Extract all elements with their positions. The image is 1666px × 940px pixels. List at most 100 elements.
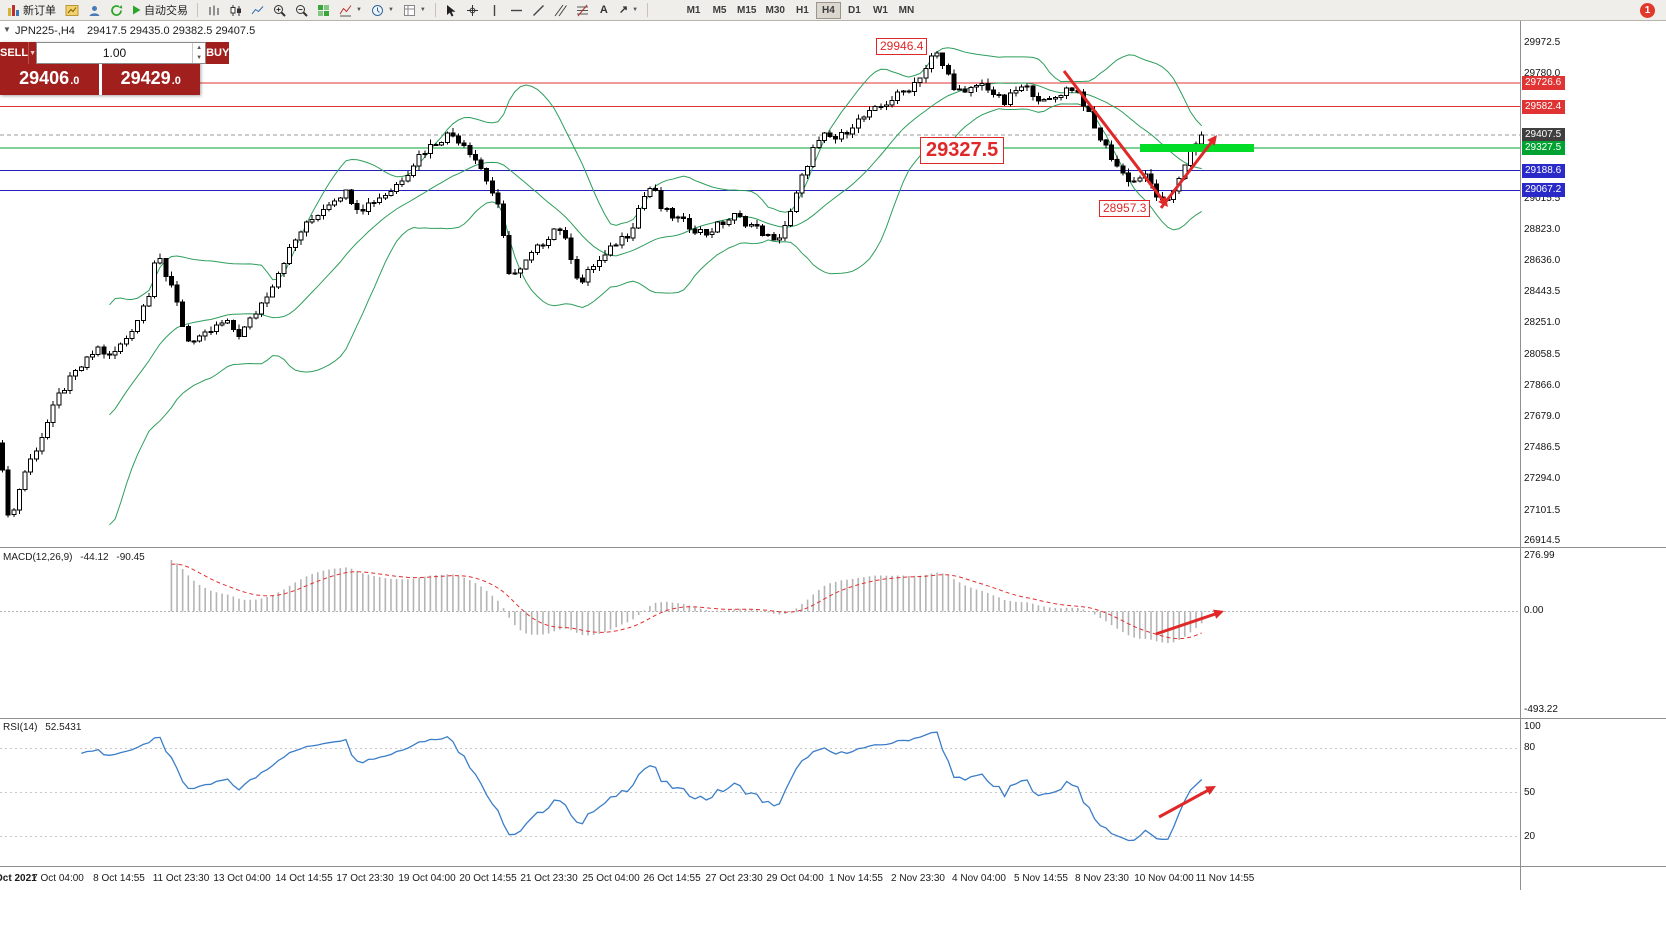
fibonacci-tool-button[interactable] bbox=[572, 1, 593, 19]
price-tag: 29407.5 bbox=[1522, 128, 1566, 142]
buy-price-button[interactable]: 29429 .0 bbox=[101, 64, 200, 95]
new-order-button[interactable]: 新订单 bbox=[3, 1, 60, 19]
timeframe-d1[interactable]: D1 bbox=[842, 2, 867, 19]
price-axis-label: 28636.0 bbox=[1524, 255, 1561, 266]
cursor-icon bbox=[445, 4, 456, 17]
zoom-out-icon bbox=[295, 4, 308, 17]
indicators-button[interactable]: ▼ bbox=[335, 1, 366, 19]
volume-input[interactable] bbox=[37, 43, 193, 63]
autotrading-status-icon bbox=[110, 4, 123, 17]
buy-price-pips: .0 bbox=[171, 75, 181, 87]
one-click-trading-panel: SELL ▼ ▲ ▼ BUY 29406 .0 29429 .0 bbox=[0, 42, 230, 95]
time-axis-label: 21 Oct 23:30 bbox=[520, 873, 578, 884]
caret-down-icon: ▼ bbox=[356, 7, 362, 13]
macd-axis-label: -493.22 bbox=[1524, 704, 1558, 715]
price-axis-label: 26914.5 bbox=[1524, 535, 1561, 546]
crosshair-icon bbox=[466, 4, 479, 17]
horizontal-line-tool-button[interactable] bbox=[506, 1, 527, 19]
price-axis-label: 28251.0 bbox=[1524, 317, 1561, 328]
periods-button[interactable]: ▼ bbox=[367, 1, 398, 19]
price-axis-label: 29972.5 bbox=[1524, 37, 1561, 48]
new-chart-icon bbox=[65, 4, 79, 17]
timeframe-h4[interactable]: H4 bbox=[815, 1, 841, 19]
timefram-m15[interactable]: M15 bbox=[733, 2, 760, 19]
cursor-tool-button[interactable] bbox=[441, 1, 461, 19]
macd-signal-value: -90.45 bbox=[116, 552, 145, 563]
macd-axis-label: 276.99 bbox=[1524, 550, 1555, 561]
time-axis-label: 29 Oct 04:00 bbox=[766, 873, 824, 884]
crosshair-tool-button[interactable] bbox=[462, 1, 483, 19]
channel-icon bbox=[554, 4, 567, 17]
time-axis-label: 27 Oct 23:30 bbox=[705, 873, 763, 884]
timeframe-m1[interactable]: M1 bbox=[681, 2, 706, 19]
price-axis-label: 29780.0 bbox=[1524, 68, 1561, 79]
rsi-label: RSI(14) 52.5431 bbox=[3, 722, 86, 733]
play-icon bbox=[132, 5, 141, 15]
channel-tool-button[interactable] bbox=[550, 1, 571, 19]
macd-panel-canvas[interactable] bbox=[0, 548, 1520, 718]
auto-trading-button[interactable]: 自动交易 bbox=[128, 1, 192, 19]
price-axis-label: 27866.0 bbox=[1524, 380, 1561, 391]
rsi-name: RSI(14) bbox=[3, 722, 38, 733]
time-axis-label: 26 Oct 14:55 bbox=[643, 873, 701, 884]
timeframe-h1[interactable]: H1 bbox=[790, 2, 815, 19]
horizontal-line-icon bbox=[510, 4, 523, 17]
price-tag: 29188.6 bbox=[1522, 164, 1566, 178]
candlestick-chart-button[interactable] bbox=[225, 1, 246, 19]
timeframe-group: M1 M5 M15 M30 H1 H4 D1 W1 MN bbox=[681, 1, 919, 19]
refresh-button[interactable] bbox=[106, 1, 127, 19]
indicators-icon bbox=[339, 4, 352, 17]
one-click-panel-toggle[interactable]: ▼ bbox=[3, 25, 11, 34]
profiles-button[interactable] bbox=[84, 1, 105, 19]
macd-axis-label: 0.00 bbox=[1524, 605, 1544, 616]
fibonacci-icon bbox=[576, 4, 589, 17]
price-axis[interactable]: 29972.5 29780.0 29015.5 28823.0 28636.0 28443… bbox=[1521, 0, 1666, 940]
sell-price-button[interactable]: 29406 .0 bbox=[0, 64, 99, 95]
new-chart-button[interactable] bbox=[61, 1, 83, 19]
time-axis-label: 14 Oct 14:55 bbox=[275, 873, 333, 884]
volume-spinner: ▲ ▼ bbox=[192, 43, 205, 63]
price-chart-canvas[interactable] bbox=[0, 21, 1520, 547]
new-order-icon bbox=[7, 4, 20, 17]
zoom-out-button[interactable] bbox=[291, 1, 312, 19]
tile-windows-button[interactable] bbox=[313, 1, 334, 19]
arrow-tools-icon: ↗ bbox=[618, 4, 629, 16]
macd-pane-resize-handle[interactable] bbox=[0, 547, 1666, 548]
time-axis-label: 7 Oct 04:00 bbox=[32, 873, 84, 884]
templates-icon bbox=[403, 4, 416, 17]
volume-decrease-icon[interactable]: ▼ bbox=[196, 55, 203, 61]
timeframe-m30[interactable]: M30 bbox=[761, 2, 788, 19]
price-tag: 29067.2 bbox=[1522, 183, 1566, 197]
zoom-in-button[interactable] bbox=[269, 1, 290, 19]
time-axis-label: 17 Oct 23:30 bbox=[336, 873, 394, 884]
notification-badge[interactable]: 1 bbox=[1640, 2, 1655, 18]
price-axis-label: 28443.5 bbox=[1524, 286, 1561, 297]
bar-chart-button[interactable] bbox=[203, 1, 224, 19]
rsi-panel-canvas[interactable] bbox=[0, 719, 1520, 866]
rsi-axis-label: 80 bbox=[1524, 742, 1536, 753]
text-tool-button[interactable]: A bbox=[594, 1, 614, 19]
line-chart-button[interactable] bbox=[247, 1, 268, 19]
new-order-label: 新订单 bbox=[23, 5, 56, 17]
main-toolbar: 新订单 自动交易 bbox=[0, 0, 1666, 21]
timeframe-mn[interactable]: MN bbox=[894, 2, 919, 19]
volume-increase-icon[interactable]: ▲ bbox=[196, 45, 203, 51]
order-options-button[interactable]: ▼ bbox=[28, 42, 37, 64]
macd-name: MACD(12,26,9) bbox=[3, 552, 73, 563]
buy-button[interactable]: BUY bbox=[206, 42, 230, 64]
toolbar-separator bbox=[647, 3, 649, 17]
vertical-line-tool-button[interactable] bbox=[484, 1, 505, 19]
rsi-pane-resize-handle[interactable] bbox=[0, 718, 1666, 719]
symbol-label: JPN225-,H4 bbox=[15, 25, 75, 37]
trendline-tool-button[interactable] bbox=[528, 1, 549, 19]
timeframe-w1[interactable]: W1 bbox=[868, 2, 893, 19]
time-axis-label: 25 Oct 04:00 bbox=[582, 873, 640, 884]
timeframe-m5[interactable]: M5 bbox=[707, 2, 732, 19]
time-axis-label: 13 Oct 04:00 bbox=[213, 873, 271, 884]
arrow-tools-button[interactable]: ↗ ▼ bbox=[615, 1, 642, 19]
time-axis-label: 8 Oct 14:55 bbox=[93, 873, 145, 884]
templates-button[interactable]: ▼ bbox=[399, 1, 430, 19]
sell-button[interactable]: SELL bbox=[0, 42, 29, 64]
